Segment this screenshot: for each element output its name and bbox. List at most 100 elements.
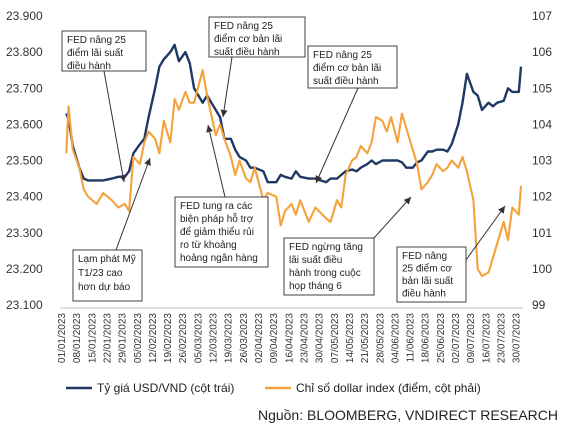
x-tick-label: 26/03/2023	[239, 313, 250, 363]
annotation-arrow	[222, 56, 233, 118]
annotation-box	[283, 237, 375, 296]
annotation-arrowhead	[403, 197, 411, 205]
annotation-box	[61, 30, 147, 72]
y-right-tick-label: 103	[532, 154, 552, 168]
y-left-tick-label: 23.400	[6, 190, 43, 204]
x-tick-label: 11/06/2023	[406, 313, 417, 363]
annotation-text: FED nâng 25	[67, 35, 126, 46]
x-tick-label: 05/02/2023	[133, 313, 144, 363]
annotation-text: FED tung ra các	[180, 201, 252, 212]
annotation-box	[208, 16, 306, 58]
y-left-tick-label: 23.800	[6, 45, 43, 59]
x-tick-label: 19/03/2023	[224, 313, 235, 363]
x-tick-label: 25/06/2023	[436, 313, 447, 363]
legend-label-usd-vnd: Tỷ giá USD/VND (cột trái)	[97, 381, 234, 395]
x-tick-label: 26/02/2023	[178, 313, 189, 363]
annotation-box	[72, 249, 143, 302]
annotation-arrow	[207, 124, 226, 198]
annotation-box	[396, 246, 467, 303]
dollar-index-line	[65, 69, 523, 278]
annotation-text: họp tháng 6	[289, 281, 342, 292]
x-tick-label: 02/04/2023	[254, 313, 265, 363]
annotation-text: điểm lãi suất	[67, 47, 123, 59]
annotation-inflation: Lạm phát Mỹ T1/23 cao hơn dự báo	[72, 157, 151, 302]
y-left-tick-label: 23.900	[6, 9, 43, 23]
annotation-text: FED nâng 25	[313, 50, 372, 61]
usd-vnd-line	[65, 43, 523, 184]
x-tick-label: 30/04/2023	[315, 313, 326, 363]
annotation-text: FED ngừng tăng	[289, 242, 363, 253]
annotation-text: để giảm thiểu rủi	[180, 226, 254, 238]
annotation-text: bản lãi suất	[402, 275, 453, 287]
annotation-box	[174, 196, 269, 268]
annotation-text: FED nâng 25	[214, 21, 273, 32]
y-right-tick-label: 100	[532, 262, 552, 276]
x-tick-label: 02/07/2023	[451, 313, 462, 363]
annotation-text: điểm cơ bản lãi	[313, 62, 381, 74]
annotation-arrow	[103, 70, 125, 183]
y-left-tick-label: 23.300	[6, 226, 43, 240]
annotation-box	[307, 45, 398, 89]
annotation-text: điều hành	[402, 288, 446, 300]
annotation-text: hơn dự báo	[78, 282, 131, 293]
x-tick-label: 14/05/2023	[345, 313, 356, 363]
annotation-text: FED nâng	[402, 251, 447, 262]
annotation-text: ro từ khoảng	[180, 240, 237, 251]
annotation-text: điểm cơ bản lãi	[214, 33, 282, 45]
annotation-text: Lạm phát Mỹ	[78, 254, 136, 265]
x-tick-label: 05/03/2023	[193, 313, 204, 363]
x-tick-label: 28/05/2023	[375, 313, 386, 363]
x-tick-label: 12/02/2023	[148, 313, 159, 363]
x-tick-label: 23/07/2023	[497, 313, 508, 363]
y-right-tick-label: 102	[532, 190, 552, 204]
x-tick-label: 30/07/2023	[512, 313, 523, 363]
y-right-tick-label: 101	[532, 226, 552, 240]
x-tick-label: 04/06/2023	[390, 313, 401, 363]
annotation-text: T1/23 cao	[78, 268, 123, 279]
annotation-arrow	[115, 157, 151, 251]
y-left-tick-label: 23.600	[6, 117, 43, 131]
annotation-text: suất điều hành	[313, 75, 379, 87]
x-tick-label: 16/04/2023	[284, 313, 295, 363]
y-right-tick-label: 107	[532, 9, 552, 23]
y-left-tick-label: 23.500	[6, 154, 43, 168]
annotation-text: hoảng ngân hàng	[180, 253, 258, 264]
annotation-arrowhead	[144, 158, 151, 166]
y-right-tick-label: 99	[532, 298, 546, 312]
annotation-arrowhead	[220, 109, 228, 117]
y-left-tick-label: 23.100	[6, 298, 43, 312]
x-tick-label: 08/01/2023	[72, 313, 83, 363]
legend-label-dollar-index: Chỉ số dollar index (điểm, cột phải)	[296, 381, 481, 395]
source-note: Nguồn: BLOOMBERG, VNDIRECT RESEARCH	[258, 407, 558, 423]
annotation-text: 25 điểm cơ	[402, 263, 452, 275]
annotation-arrow	[465, 205, 506, 261]
y-right-tick-label: 106	[532, 45, 552, 59]
annotation-arrow	[315, 87, 359, 184]
y-right-tick-label: 104	[532, 117, 552, 131]
annotation-text: suất điều hành	[214, 46, 280, 58]
x-tick-label: 23/04/2023	[299, 313, 310, 363]
annotation-text: lãi suất điều	[289, 254, 342, 266]
annotation-arrowhead	[498, 206, 505, 214]
annotation-arrowhead	[119, 174, 127, 182]
y-left-tick-label: 23.700	[6, 81, 43, 95]
annotation-arrowhead	[315, 175, 323, 183]
x-tick-label: 15/01/2023	[87, 313, 98, 363]
x-tick-label: 18/06/2023	[421, 313, 432, 363]
x-tick-label: 01/01/2023	[57, 313, 68, 363]
x-tick-label: 12/03/2023	[209, 313, 220, 363]
x-tick-label: 19/02/2023	[163, 313, 174, 363]
x-tick-label: 09/04/2023	[269, 313, 280, 363]
annotation-text: biện pháp hỗ trợ	[180, 212, 254, 225]
annotation-arrow	[373, 196, 412, 239]
y-right-tick-label: 105	[532, 81, 552, 95]
annotation-arrowhead	[206, 125, 214, 133]
x-tick-label: 22/01/2023	[102, 313, 113, 363]
x-tick-label: 16/07/2023	[481, 313, 492, 363]
